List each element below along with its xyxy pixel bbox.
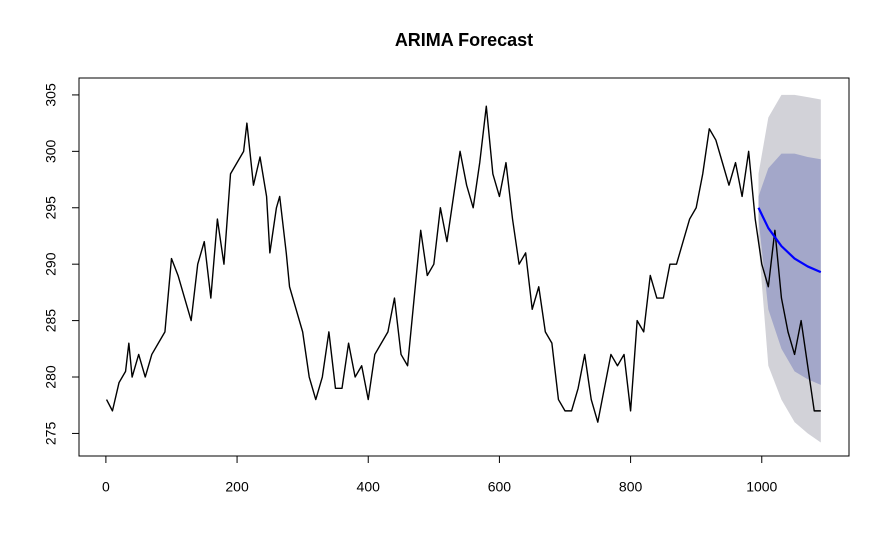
y-tick-label: 300: [43, 139, 59, 163]
y-tick-label: 275: [43, 422, 59, 446]
prediction-interval: [758, 153, 821, 385]
x-tick-label: 0: [102, 479, 110, 495]
y-tick-label: 295: [43, 196, 59, 220]
x-tick-label: 400: [357, 479, 381, 495]
y-tick-label: 285: [43, 309, 59, 333]
plot-frame: [78, 77, 850, 457]
x-tick-label: 1000: [746, 479, 777, 495]
series-line: [757, 207, 822, 274]
x-tick-label: 200: [225, 479, 249, 495]
y-tick-label: 280: [43, 365, 59, 389]
y-tick-label: 305: [43, 83, 59, 107]
y-tick-label: 290: [43, 252, 59, 276]
x-tick-label: 600: [488, 479, 512, 495]
x-tick-label: 800: [619, 479, 643, 495]
chart-title: ARIMA Forecast: [395, 30, 533, 50]
series-line: [105, 105, 821, 423]
